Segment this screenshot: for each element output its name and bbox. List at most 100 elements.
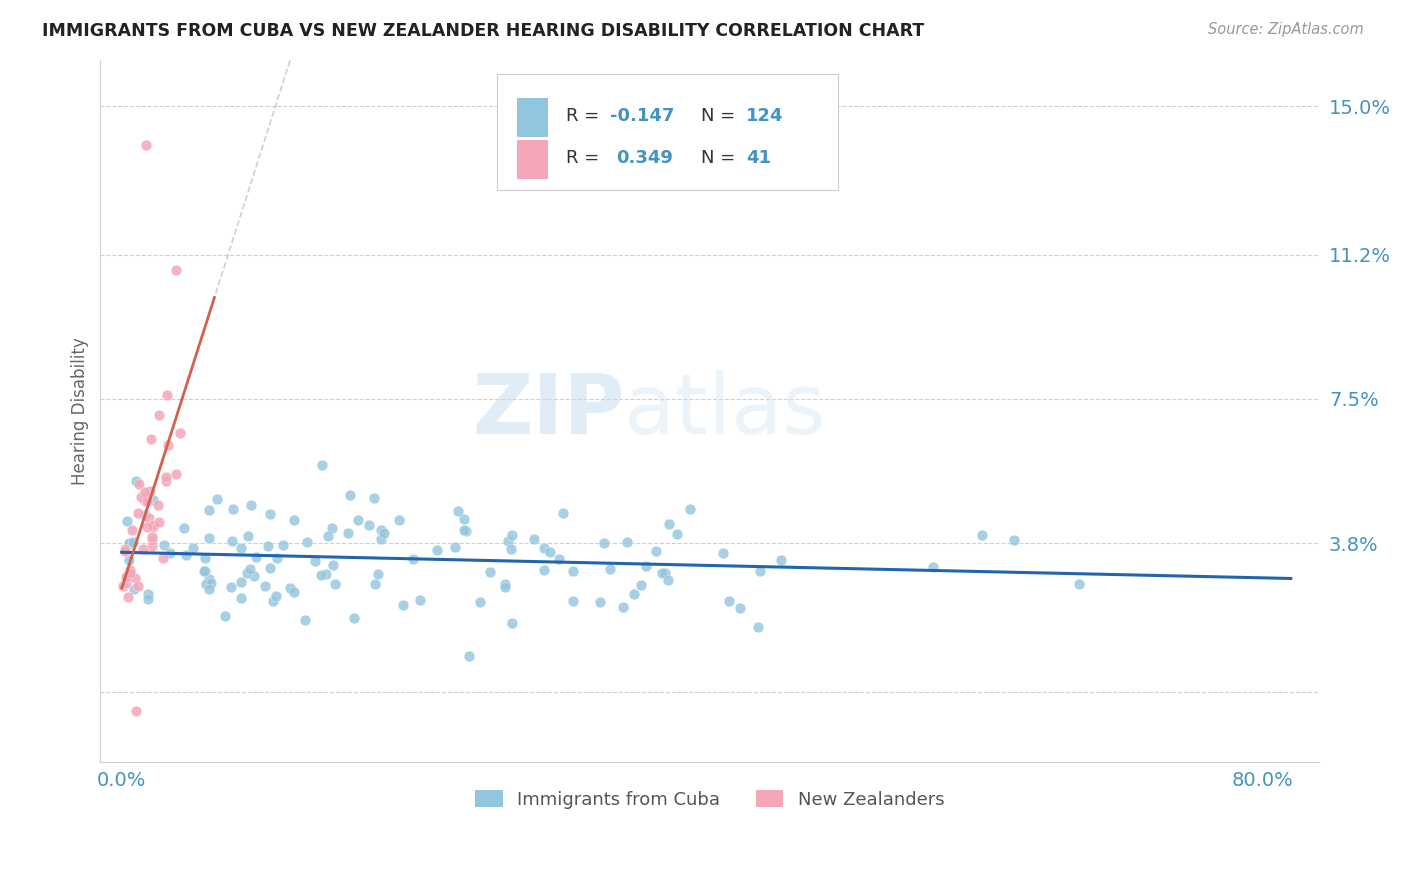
Point [501, 616, 523, 631]
Point [181, 541, 204, 555]
Point [262, 594, 284, 608]
Point [593, 536, 616, 550]
Point [370, 532, 392, 546]
Point [322, 558, 344, 572]
Legend: Immigrants from Cuba, New Zealanders: Immigrants from Cuba, New Zealanders [468, 783, 952, 816]
Point [115, 514, 138, 528]
Point [494, 577, 516, 591]
Point [194, 550, 217, 565]
Point [138, 511, 160, 525]
Point [229, 574, 252, 589]
Point [194, 564, 217, 578]
Point [278, 581, 301, 595]
Point [156, 388, 179, 402]
Point [238, 529, 260, 543]
Point [112, 579, 135, 593]
Point [198, 572, 221, 586]
Point [323, 576, 346, 591]
Point [315, 566, 337, 581]
Text: -0.147: -0.147 [610, 107, 675, 125]
Point [135, 138, 157, 153]
Point [141, 539, 163, 553]
Text: R =: R = [567, 107, 605, 125]
Point [501, 528, 523, 542]
Point [678, 502, 700, 516]
Point [454, 524, 477, 538]
Point [599, 562, 621, 576]
Point [321, 520, 343, 534]
Text: N =: N = [702, 107, 741, 125]
Point [115, 576, 138, 591]
Point [254, 579, 277, 593]
Point [222, 501, 245, 516]
Point [264, 590, 287, 604]
Point [134, 485, 156, 500]
Point [152, 538, 174, 552]
Point [193, 564, 215, 578]
Text: N =: N = [702, 149, 741, 167]
Point [634, 559, 657, 574]
Point [297, 535, 319, 549]
Text: 124: 124 [747, 107, 785, 125]
Point [665, 527, 688, 541]
Point [357, 518, 380, 533]
Point [152, 551, 174, 566]
Point [425, 542, 447, 557]
Point [561, 565, 583, 579]
Point [498, 534, 520, 549]
Point [447, 504, 470, 518]
Point [283, 584, 305, 599]
Text: 0.349: 0.349 [616, 149, 673, 167]
Point [388, 513, 411, 527]
Text: atlas: atlas [624, 370, 827, 451]
Point [194, 577, 217, 591]
Point [336, 526, 359, 541]
Point [311, 458, 333, 472]
Point [458, 648, 481, 663]
Point [616, 535, 638, 549]
Point [657, 573, 679, 587]
Point [122, 582, 145, 596]
Point [658, 517, 681, 532]
Point [148, 515, 170, 529]
Point [408, 593, 430, 607]
Point [478, 566, 501, 580]
Point [630, 578, 652, 592]
Point [1067, 577, 1090, 591]
Point [219, 580, 242, 594]
Point [165, 263, 187, 277]
Point [494, 580, 516, 594]
Point [142, 518, 165, 533]
Point [198, 531, 221, 545]
Point [117, 567, 139, 582]
Point [129, 490, 152, 504]
Text: IMMIGRANTS FROM CUBA VS NEW ZEALANDER HEARING DISABILITY CORRELATION CHART: IMMIGRANTS FROM CUBA VS NEW ZEALANDER HE… [42, 22, 924, 40]
Point [118, 536, 141, 550]
Point [174, 549, 197, 563]
Point [749, 564, 772, 578]
Text: Source: ZipAtlas.com: Source: ZipAtlas.com [1208, 22, 1364, 37]
Point [533, 563, 555, 577]
Point [134, 494, 156, 508]
Point [124, 571, 146, 585]
Point [135, 494, 157, 508]
Text: ZIP: ZIP [472, 370, 624, 451]
Point [562, 594, 585, 608]
Point [257, 539, 280, 553]
Point [134, 508, 156, 522]
Point [294, 614, 316, 628]
FancyBboxPatch shape [517, 140, 548, 179]
Point [125, 704, 148, 718]
Point [127, 506, 149, 520]
Point [136, 520, 159, 534]
Point [198, 582, 221, 596]
Point [589, 595, 612, 609]
Y-axis label: Hearing Disability: Hearing Disability [72, 337, 89, 484]
Point [142, 520, 165, 534]
Point [468, 595, 491, 609]
Text: 41: 41 [747, 149, 772, 167]
Point [114, 542, 136, 557]
Point [169, 426, 191, 441]
Point [245, 549, 267, 564]
Point [128, 477, 150, 491]
